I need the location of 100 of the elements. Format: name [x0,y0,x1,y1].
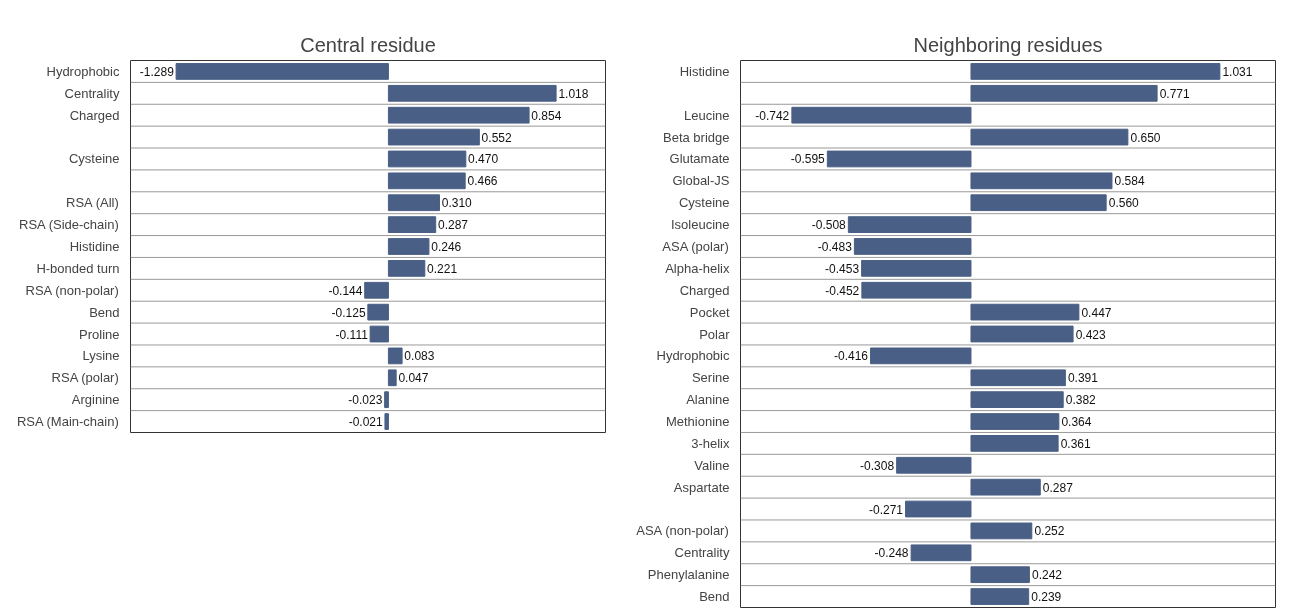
bar [387,260,426,277]
data-label: 0.246 [431,240,462,254]
data-label: 0.239 [1031,590,1062,605]
data-label: 0.047 [398,371,429,386]
data-label: 0.252 [1034,524,1065,539]
bar [970,84,1158,102]
bar [905,500,972,518]
bar [970,588,1030,605]
data-label: 0.447 [1081,305,1112,320]
data-label: -1.289 [139,64,175,79]
data-label: -0.271 [868,502,904,517]
bar [970,194,1107,212]
data-label: -0.742 [755,108,790,123]
bar [387,128,480,146]
bar [970,566,1030,584]
data-label: 0.310 [441,196,473,211]
data-label: 1.031 [1222,64,1253,79]
y-tick-label: Lysine [82,348,120,364]
y-tick-label: ASA (non-polar) [636,523,729,539]
bar [387,369,397,387]
bar [896,456,972,474]
y-tick-label: Proline [79,326,120,342]
bar [970,478,1041,496]
y-tick-label: Histidine [679,63,730,79]
data-label: -0.508 [811,218,847,233]
data-label: -0.125 [331,305,366,320]
y-tick-label: Phenylalanine [647,567,730,583]
y-tick-label: Polar [699,326,731,342]
data-label: 0.470 [468,152,499,167]
bar [384,391,389,409]
y-tick-label: H-bonded turn [36,260,120,276]
y-tick-label: Bend [699,589,730,605]
y-tick-label: RSA (All) [66,195,119,211]
data-label: -0.144 [328,283,363,298]
y-tick-label: Charged [69,107,120,123]
data-label: 0.650 [1130,130,1161,145]
y-tick-label: RSA (Side-chain) [19,217,119,233]
data-label: 0.083 [404,349,435,364]
data-label: 0.771 [1159,86,1191,101]
data-label: -0.452 [825,283,860,298]
bar [970,435,1059,452]
data-label: 0.364 [1061,415,1092,430]
y-tick-label: Centrality [64,85,120,101]
y-tick-label: Global-JS [672,173,730,189]
y-tick-label: Centrality [674,545,730,561]
bar [970,369,1066,387]
bar [387,347,403,365]
bar [870,347,972,365]
bar [384,413,389,430]
y-tick-label: RSA (non-polar) [25,282,119,298]
data-label: 0.423 [1075,327,1107,342]
data-label: 0.584 [1114,174,1145,189]
y-tick-label: RSA (polar) [51,370,119,386]
bar [387,84,557,102]
data-label: 0.466 [467,174,498,189]
y-tick-label: Charged [679,282,730,298]
data-label: -0.595 [790,152,826,167]
y-tick-label: Beta bridge [663,129,730,145]
y-tick-label: Aspartate [673,479,730,495]
bar [175,63,389,80]
y-tick-label: Isoleucine [670,217,730,233]
y-tick-label: Bend [89,304,120,320]
bar [364,281,389,299]
bar [826,150,972,168]
bar [387,106,530,124]
y-tick-label: Serine [691,370,730,386]
bar [367,303,389,321]
y-tick-label: Hydrophobic [656,348,730,364]
y-tick-label: RSA (Main-chain) [16,414,119,430]
bar [970,391,1064,409]
data-label: 0.854 [531,108,562,123]
y-tick-label: Histidine [69,239,120,254]
bar [970,522,1033,540]
y-tick-label: Hydrophobic [46,63,120,79]
y-tick-label: Methionine [665,414,730,430]
y-tick-label: ASA (polar) [662,238,729,254]
bar [970,325,1074,343]
bar [861,281,972,299]
y-tick-label: Glutamate [669,151,730,167]
data-label: 0.560 [1108,196,1140,211]
data-label: 0.242 [1031,568,1063,583]
data-label: -0.483 [817,239,853,254]
bar [853,238,972,255]
data-label: 0.391 [1067,371,1099,386]
data-label: 0.287 [437,218,469,233]
bar [910,544,972,562]
bar [970,172,1113,190]
y-tick-label: Valine [694,457,730,473]
bar [847,216,972,233]
data-label: -0.248 [874,546,909,561]
bar [970,63,1221,80]
y-tick-label: Leucine [683,107,730,123]
y-tick-label: Cysteine [68,151,120,167]
chart-title: Neighboring residues [913,33,1103,56]
data-label: 0.382 [1065,393,1097,408]
y-tick-label: Pocket [689,304,730,320]
data-label: -0.023 [348,393,383,408]
y-tick-label: 3-helix [691,435,730,451]
data-label: -0.416 [833,349,869,364]
data-label: 1.018 [558,86,589,101]
